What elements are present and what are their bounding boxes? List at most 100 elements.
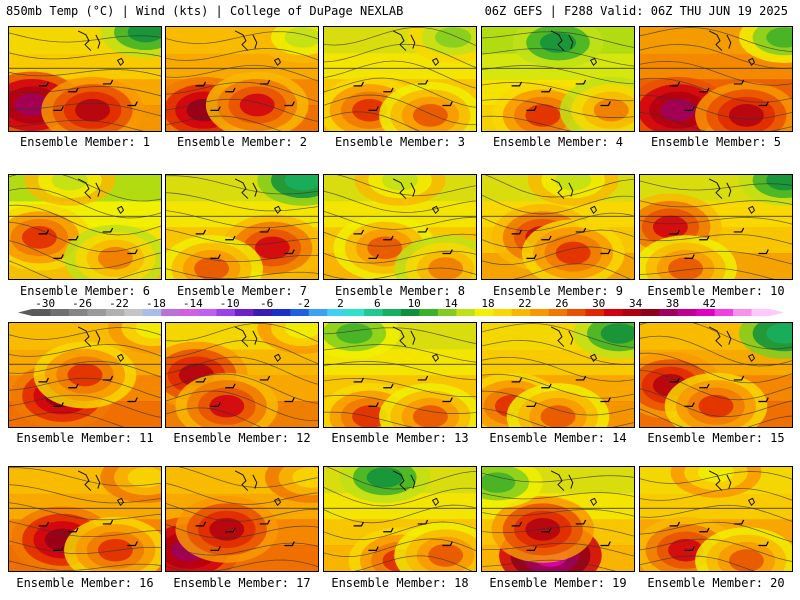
wind-barb xyxy=(511,521,523,527)
wind-barb xyxy=(353,81,365,87)
height-contour xyxy=(9,260,161,279)
wind-barb xyxy=(225,527,236,533)
height-contour xyxy=(9,467,161,487)
colorbar-segment xyxy=(308,309,328,316)
height-contour xyxy=(354,555,473,571)
wind-barb xyxy=(684,402,695,407)
colorbar-segment xyxy=(751,309,771,316)
wind-barb xyxy=(758,249,769,255)
ensemble-member-label: Ensemble Member: 20 xyxy=(647,576,785,590)
ensemble-panel-13 xyxy=(323,322,477,428)
height-contour xyxy=(166,248,318,263)
temperature-map xyxy=(166,467,318,571)
wind-barb xyxy=(102,227,114,233)
wind-barb xyxy=(38,377,50,383)
height-contour xyxy=(166,81,318,102)
height-contour xyxy=(9,32,161,43)
height-contour xyxy=(324,411,414,427)
colorbar-segment xyxy=(32,309,51,316)
warm-region xyxy=(352,405,388,427)
wind-barb xyxy=(669,521,681,527)
great-lakes-outline xyxy=(77,326,125,363)
colorbar-tick-label: 22 xyxy=(518,297,531,310)
colorbar-segment xyxy=(659,309,679,316)
wind-barb xyxy=(442,101,453,107)
colorbar-tick-label: -2 xyxy=(297,297,310,310)
height-contour xyxy=(640,504,792,522)
ensemble-panel-2 xyxy=(165,26,319,132)
height-contour xyxy=(482,246,634,265)
wind-barb xyxy=(669,377,681,383)
height-contour xyxy=(324,210,476,230)
height-contour xyxy=(324,327,476,344)
height-contour xyxy=(166,98,318,122)
colorbar-left-arrow xyxy=(18,309,32,316)
wind-barb xyxy=(195,81,207,87)
wind-barb xyxy=(38,229,50,235)
great-lakes-outline xyxy=(234,326,282,363)
colorbar-tick-label: 26 xyxy=(555,297,568,310)
ensemble-panel-18 xyxy=(323,466,477,572)
wind-barb xyxy=(383,87,394,93)
height-contour xyxy=(640,77,792,103)
wind-barb xyxy=(541,235,552,241)
cool-region xyxy=(336,323,373,344)
cool-region xyxy=(555,175,592,191)
height-contour xyxy=(640,521,792,543)
wind-barb xyxy=(541,383,552,389)
wind-barb xyxy=(225,383,236,389)
height-contour xyxy=(324,111,420,131)
height-contour xyxy=(640,200,792,208)
height-contour xyxy=(166,31,318,44)
colorbar-tick-label: 14 xyxy=(444,297,458,310)
temperature-map xyxy=(324,323,476,427)
ensemble-panel-15 xyxy=(639,322,793,428)
header-run-info: 06Z GEFS | F288 Valid: 06Z THU JUN 19 20… xyxy=(484,4,788,18)
height-contour xyxy=(9,520,161,538)
wind-barb xyxy=(53,106,64,111)
height-contour xyxy=(166,192,318,212)
ensemble-panel-11 xyxy=(8,322,162,428)
ensemble-panel-20 xyxy=(639,466,793,572)
colorbar-segment xyxy=(68,309,88,316)
colorbar-segment xyxy=(456,309,476,316)
colorbar-segment xyxy=(511,309,531,316)
height-contour xyxy=(324,94,476,126)
ensemble-panel-8 xyxy=(323,174,477,280)
height-contour xyxy=(166,356,318,385)
wind-barb xyxy=(259,375,271,381)
wind-barb xyxy=(259,227,271,233)
wind-barb xyxy=(417,519,429,525)
warm-region xyxy=(14,93,50,117)
height-contour xyxy=(9,360,161,378)
wind-barb xyxy=(417,375,429,381)
ensemble-panel-12 xyxy=(165,322,319,428)
temperature-map xyxy=(9,27,161,131)
ensemble-member-label: Ensemble Member: 19 xyxy=(489,576,627,590)
wind-barb xyxy=(511,377,523,383)
ensemble-panel-9 xyxy=(481,174,635,280)
height-contour xyxy=(482,31,634,48)
great-lakes-outline xyxy=(392,178,440,215)
wind-barb xyxy=(758,541,769,547)
height-contour xyxy=(9,540,161,555)
height-contour xyxy=(482,48,634,67)
great-lakes-outline xyxy=(550,470,598,507)
wind-barb xyxy=(102,79,114,85)
wind-barb xyxy=(383,235,394,241)
colorbar-segment xyxy=(124,309,143,316)
height-contour xyxy=(640,471,792,484)
height-contour xyxy=(482,390,634,416)
wind-barb xyxy=(353,521,365,527)
wind-barb xyxy=(284,249,295,255)
colorbar-segment xyxy=(327,309,346,316)
great-lakes-outline xyxy=(234,178,282,215)
height-contour xyxy=(482,115,572,131)
height-contour xyxy=(166,542,318,556)
wind-barb xyxy=(442,541,453,547)
ensemble-panel-16 xyxy=(8,466,162,572)
height-contour xyxy=(640,111,792,131)
height-contour xyxy=(166,482,318,505)
colorbar-segment xyxy=(105,309,125,316)
warm-region xyxy=(75,98,111,122)
